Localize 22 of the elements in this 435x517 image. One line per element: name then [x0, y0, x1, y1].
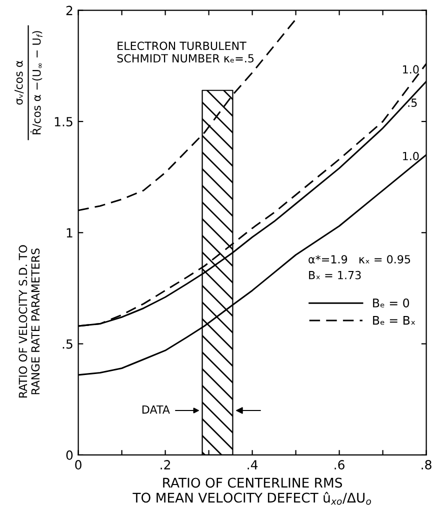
text: σᵥ/cos α — [14, 60, 24, 105]
legend-label: Bₑ = Bₓ — [373, 316, 416, 325]
x-tick-label: .6 — [334, 460, 344, 470]
y-tick-label: 0 — [66, 450, 73, 460]
x-tick-label: .2 — [160, 460, 170, 470]
annotation: ELECTRON TURBULENT SCHMIDT NUMBER κₑ=.5 — [117, 42, 254, 63]
annotation: 1.0 — [403, 65, 419, 74]
y-tick-label: 1.5 — [54, 117, 72, 126]
y-axis-title: RATIO OF VELOCITY S.D. TO RANGE RATE PARAMETERS — [18, 245, 40, 398]
y-tick-label: 1 — [66, 228, 72, 238]
x-tick-label: .4 — [248, 460, 258, 470]
annotation: .5 — [408, 98, 417, 107]
x-axis-title: RATIO OF CENTERLINE RMS TO MEAN VELOCITY DEFECT û$_{xo}$/ΔU$_{o}$ — [132, 478, 371, 505]
y-tick-label: .5 — [62, 339, 72, 349]
x-tick-label: 0 — [75, 460, 82, 470]
x-tick-label: .8 — [422, 460, 432, 470]
text: Ṙ/cos α −(U$_{∞}$ − U$_{f}$) — [30, 31, 42, 134]
annotation: α*=1.9 κₓ = 0.95 Bₓ = 1.73 — [308, 255, 410, 280]
band-label: DATA — [142, 405, 170, 414]
annotation: 1.0 — [403, 152, 419, 160]
y-tick-label: 2 — [66, 6, 72, 16]
legend-label: Bₑ = 0 — [373, 298, 410, 308]
